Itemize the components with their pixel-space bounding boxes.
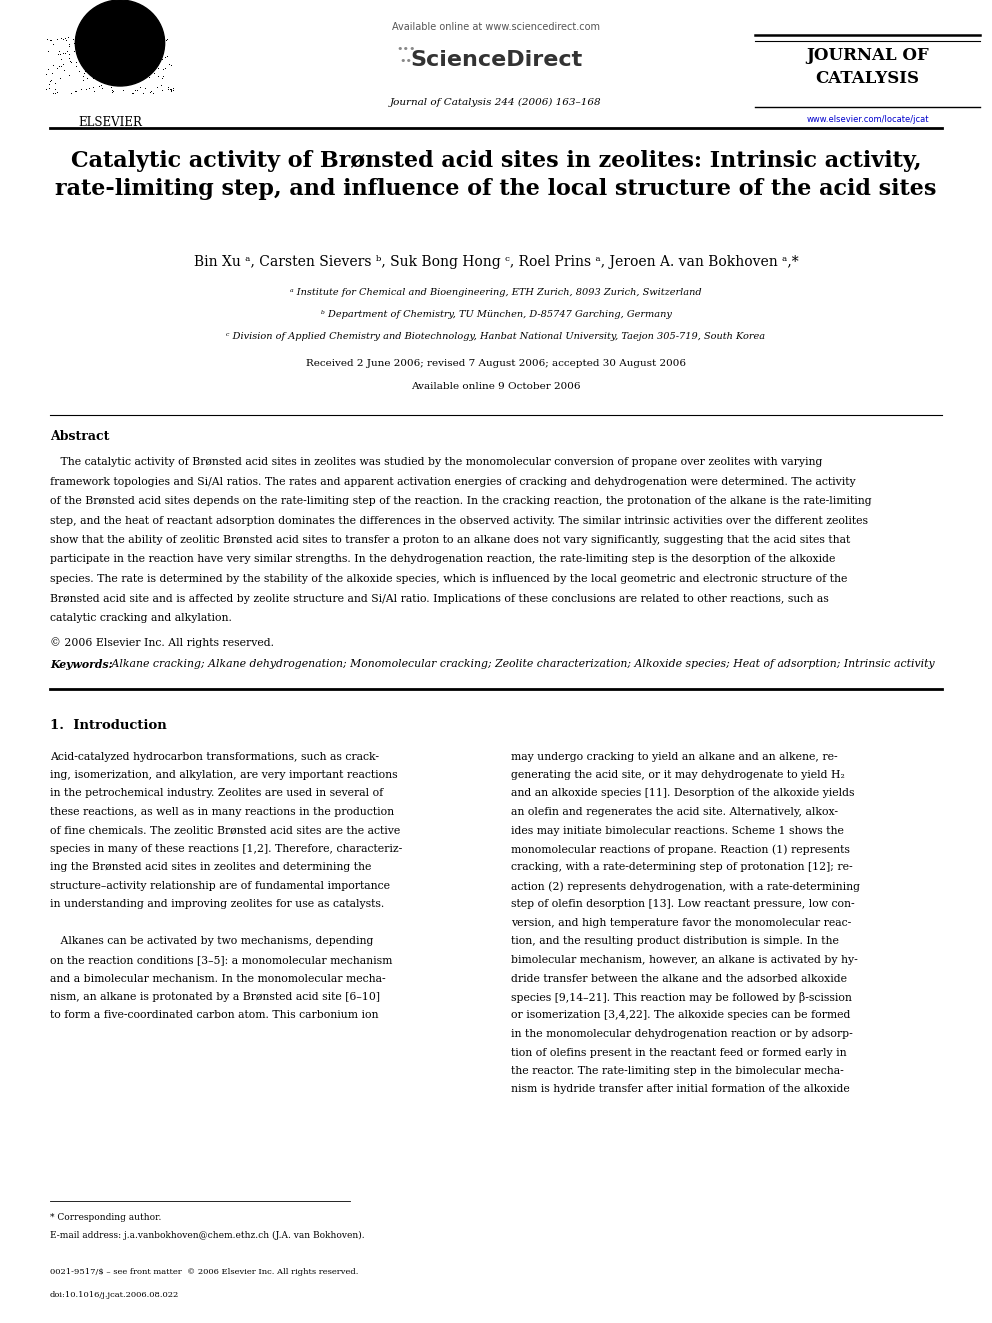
Text: ELSEVIER: ELSEVIER <box>78 116 142 130</box>
Text: the reactor. The rate-limiting step in the bimolecular mecha-: the reactor. The rate-limiting step in t… <box>511 1066 844 1076</box>
Text: © 2006 Elsevier Inc. All rights reserved.: © 2006 Elsevier Inc. All rights reserved… <box>50 638 274 648</box>
Text: these reactions, as well as in many reactions in the production: these reactions, as well as in many reac… <box>50 807 394 818</box>
Text: an olefin and regenerates the acid site. Alternatively, alkox-: an olefin and regenerates the acid site.… <box>511 807 838 818</box>
Text: in the petrochemical industry. Zeolites are used in several of: in the petrochemical industry. Zeolites … <box>50 789 383 799</box>
Text: of the Brønsted acid sites depends on the rate-limiting step of the reaction. In: of the Brønsted acid sites depends on th… <box>50 496 872 505</box>
Text: tion of olefins present in the reactant feed or formed early in: tion of olefins present in the reactant … <box>511 1048 846 1057</box>
Text: catalytic cracking and alkylation.: catalytic cracking and alkylation. <box>50 613 232 623</box>
Text: on the reaction conditions [3–5]: a monomolecular mechanism: on the reaction conditions [3–5]: a mono… <box>50 955 393 964</box>
Text: bimolecular mechanism, however, an alkane is activated by hy-: bimolecular mechanism, however, an alkan… <box>511 955 858 964</box>
Text: and an alkoxide species [11]. Desorption of the alkoxide yields: and an alkoxide species [11]. Desorption… <box>511 789 854 799</box>
Text: tion, and the resulting product distribution is simple. In the: tion, and the resulting product distribu… <box>511 937 839 946</box>
Text: ing the Brønsted acid sites in zeolites and determining the: ing the Brønsted acid sites in zeolites … <box>50 863 371 872</box>
Text: and a bimolecular mechanism. In the monomolecular mecha-: and a bimolecular mechanism. In the mono… <box>50 974 386 983</box>
Text: Acid-catalyzed hydrocarbon transformations, such as crack-: Acid-catalyzed hydrocarbon transformatio… <box>50 751 379 762</box>
Text: species in many of these reactions [1,2]. Therefore, characteriz-: species in many of these reactions [1,2]… <box>50 844 402 855</box>
Text: of fine chemicals. The zeolitic Brønsted acid sites are the active: of fine chemicals. The zeolitic Brønsted… <box>50 826 400 836</box>
Text: to form a five-coordinated carbon atom. This carbonium ion: to form a five-coordinated carbon atom. … <box>50 1011 379 1020</box>
Text: ides may initiate bimolecular reactions. Scheme 1 shows the: ides may initiate bimolecular reactions.… <box>511 826 844 836</box>
Text: in understanding and improving zeolites for use as catalysts.: in understanding and improving zeolites … <box>50 900 384 909</box>
Text: 1.  Introduction: 1. Introduction <box>50 720 167 733</box>
Text: The catalytic activity of Brønsted acid sites in zeolites was studied by the mon: The catalytic activity of Brønsted acid … <box>50 456 822 467</box>
Text: ᵃ Institute for Chemical and Bioengineering, ETH Zurich, 8093 Zurich, Switzerlan: ᵃ Institute for Chemical and Bioengineer… <box>291 288 701 296</box>
Text: ing, isomerization, and alkylation, are very important reactions: ing, isomerization, and alkylation, are … <box>50 770 398 781</box>
Text: species [9,14–21]. This reaction may be followed by β-scission: species [9,14–21]. This reaction may be … <box>511 992 852 1003</box>
Text: •••
••: ••• •• <box>396 44 416 66</box>
Text: may undergo cracking to yield an alkane and an alkene, re-: may undergo cracking to yield an alkane … <box>511 751 837 762</box>
Text: Catalytic activity of Brønsted acid sites in zeolites: Intrinsic activity,
rate-: Catalytic activity of Brønsted acid site… <box>56 149 936 200</box>
Text: nism is hydride transfer after initial formation of the alkoxide: nism is hydride transfer after initial f… <box>511 1085 850 1094</box>
Text: Keywords:: Keywords: <box>50 659 113 671</box>
Text: framework topologies and Si/Al ratios. The rates and apparent activation energie: framework topologies and Si/Al ratios. T… <box>50 476 856 487</box>
Text: JOURNAL OF
CATALYSIS: JOURNAL OF CATALYSIS <box>806 48 929 87</box>
Text: * Corresponding author.: * Corresponding author. <box>50 1213 162 1222</box>
Text: dride transfer between the alkane and the adsorbed alkoxide: dride transfer between the alkane and th… <box>511 974 847 983</box>
Text: ᶜ Division of Applied Chemistry and Biotechnology, Hanbat National University, T: ᶜ Division of Applied Chemistry and Biot… <box>226 332 766 341</box>
Text: 0021-9517/$ – see front matter  © 2006 Elsevier Inc. All rights reserved.: 0021-9517/$ – see front matter © 2006 El… <box>50 1267 358 1275</box>
Text: Abstract: Abstract <box>50 430 109 443</box>
Text: nism, an alkane is protonated by a Brønsted acid site [6–10]: nism, an alkane is protonated by a Brøns… <box>50 992 380 1002</box>
Text: structure–activity relationship are of fundamental importance: structure–activity relationship are of f… <box>50 881 390 890</box>
Text: step of olefin desorption [13]. Low reactant pressure, low con-: step of olefin desorption [13]. Low reac… <box>511 900 855 909</box>
Ellipse shape <box>75 0 165 86</box>
Text: monomolecular reactions of propane. Reaction (1) represents: monomolecular reactions of propane. Reac… <box>511 844 850 855</box>
Text: Available online 9 October 2006: Available online 9 October 2006 <box>412 382 580 392</box>
Text: version, and high temperature favor the monomolecular reac-: version, and high temperature favor the … <box>511 918 851 927</box>
Text: Journal of Catalysis 244 (2006) 163–168: Journal of Catalysis 244 (2006) 163–168 <box>390 98 602 107</box>
Text: participate in the reaction have very similar strengths. In the dehydrogenation : participate in the reaction have very si… <box>50 554 835 565</box>
Text: ᵇ Department of Chemistry, TU München, D-85747 Garching, Germany: ᵇ Department of Chemistry, TU München, D… <box>320 310 672 319</box>
Text: Brønsted acid site and is affected by zeolite structure and Si/Al ratio. Implica: Brønsted acid site and is affected by ze… <box>50 594 828 603</box>
Text: cracking, with a rate-determining step of protonation [12]; re-: cracking, with a rate-determining step o… <box>511 863 853 872</box>
Text: Alkanes can be activated by two mechanisms, depending: Alkanes can be activated by two mechanis… <box>50 937 373 946</box>
Text: generating the acid site, or it may dehydrogenate to yield H₂: generating the acid site, or it may dehy… <box>511 770 845 781</box>
Text: show that the ability of zeolitic Brønsted acid sites to transfer a proton to an: show that the ability of zeolitic Brønst… <box>50 534 850 545</box>
Text: action (2) represents dehydrogenation, with a rate-determining: action (2) represents dehydrogenation, w… <box>511 881 860 892</box>
Text: Bin Xu ᵃ, Carsten Sievers ᵇ, Suk Bong Hong ᶜ, Roel Prins ᵃ, Jeroen A. van Bokhov: Bin Xu ᵃ, Carsten Sievers ᵇ, Suk Bong Ho… <box>193 255 799 269</box>
Text: Received 2 June 2006; revised 7 August 2006; accepted 30 August 2006: Received 2 June 2006; revised 7 August 2… <box>306 359 686 368</box>
Text: doi:10.1016/j.jcat.2006.08.022: doi:10.1016/j.jcat.2006.08.022 <box>50 1291 180 1299</box>
Text: Alkane cracking; Alkane dehydrogenation; Monomolecular cracking; Zeolite charact: Alkane cracking; Alkane dehydrogenation;… <box>108 659 934 669</box>
Text: species. The rate is determined by the stability of the alkoxide species, which : species. The rate is determined by the s… <box>50 574 847 583</box>
Text: step, and the heat of reactant adsorption dominates the differences in the obser: step, and the heat of reactant adsorptio… <box>50 516 868 525</box>
Text: ScienceDirect: ScienceDirect <box>410 50 582 70</box>
Text: E-mail address: j.a.vanbokhoven@chem.ethz.ch (J.A. van Bokhoven).: E-mail address: j.a.vanbokhoven@chem.eth… <box>50 1230 365 1240</box>
Text: www.elsevier.com/locate/jcat: www.elsevier.com/locate/jcat <box>806 115 929 124</box>
Text: Available online at www.sciencedirect.com: Available online at www.sciencedirect.co… <box>392 22 600 32</box>
Text: in the monomolecular dehydrogenation reaction or by adsorp-: in the monomolecular dehydrogenation rea… <box>511 1029 853 1039</box>
Text: or isomerization [3,4,22]. The alkoxide species can be formed: or isomerization [3,4,22]. The alkoxide … <box>511 1011 850 1020</box>
